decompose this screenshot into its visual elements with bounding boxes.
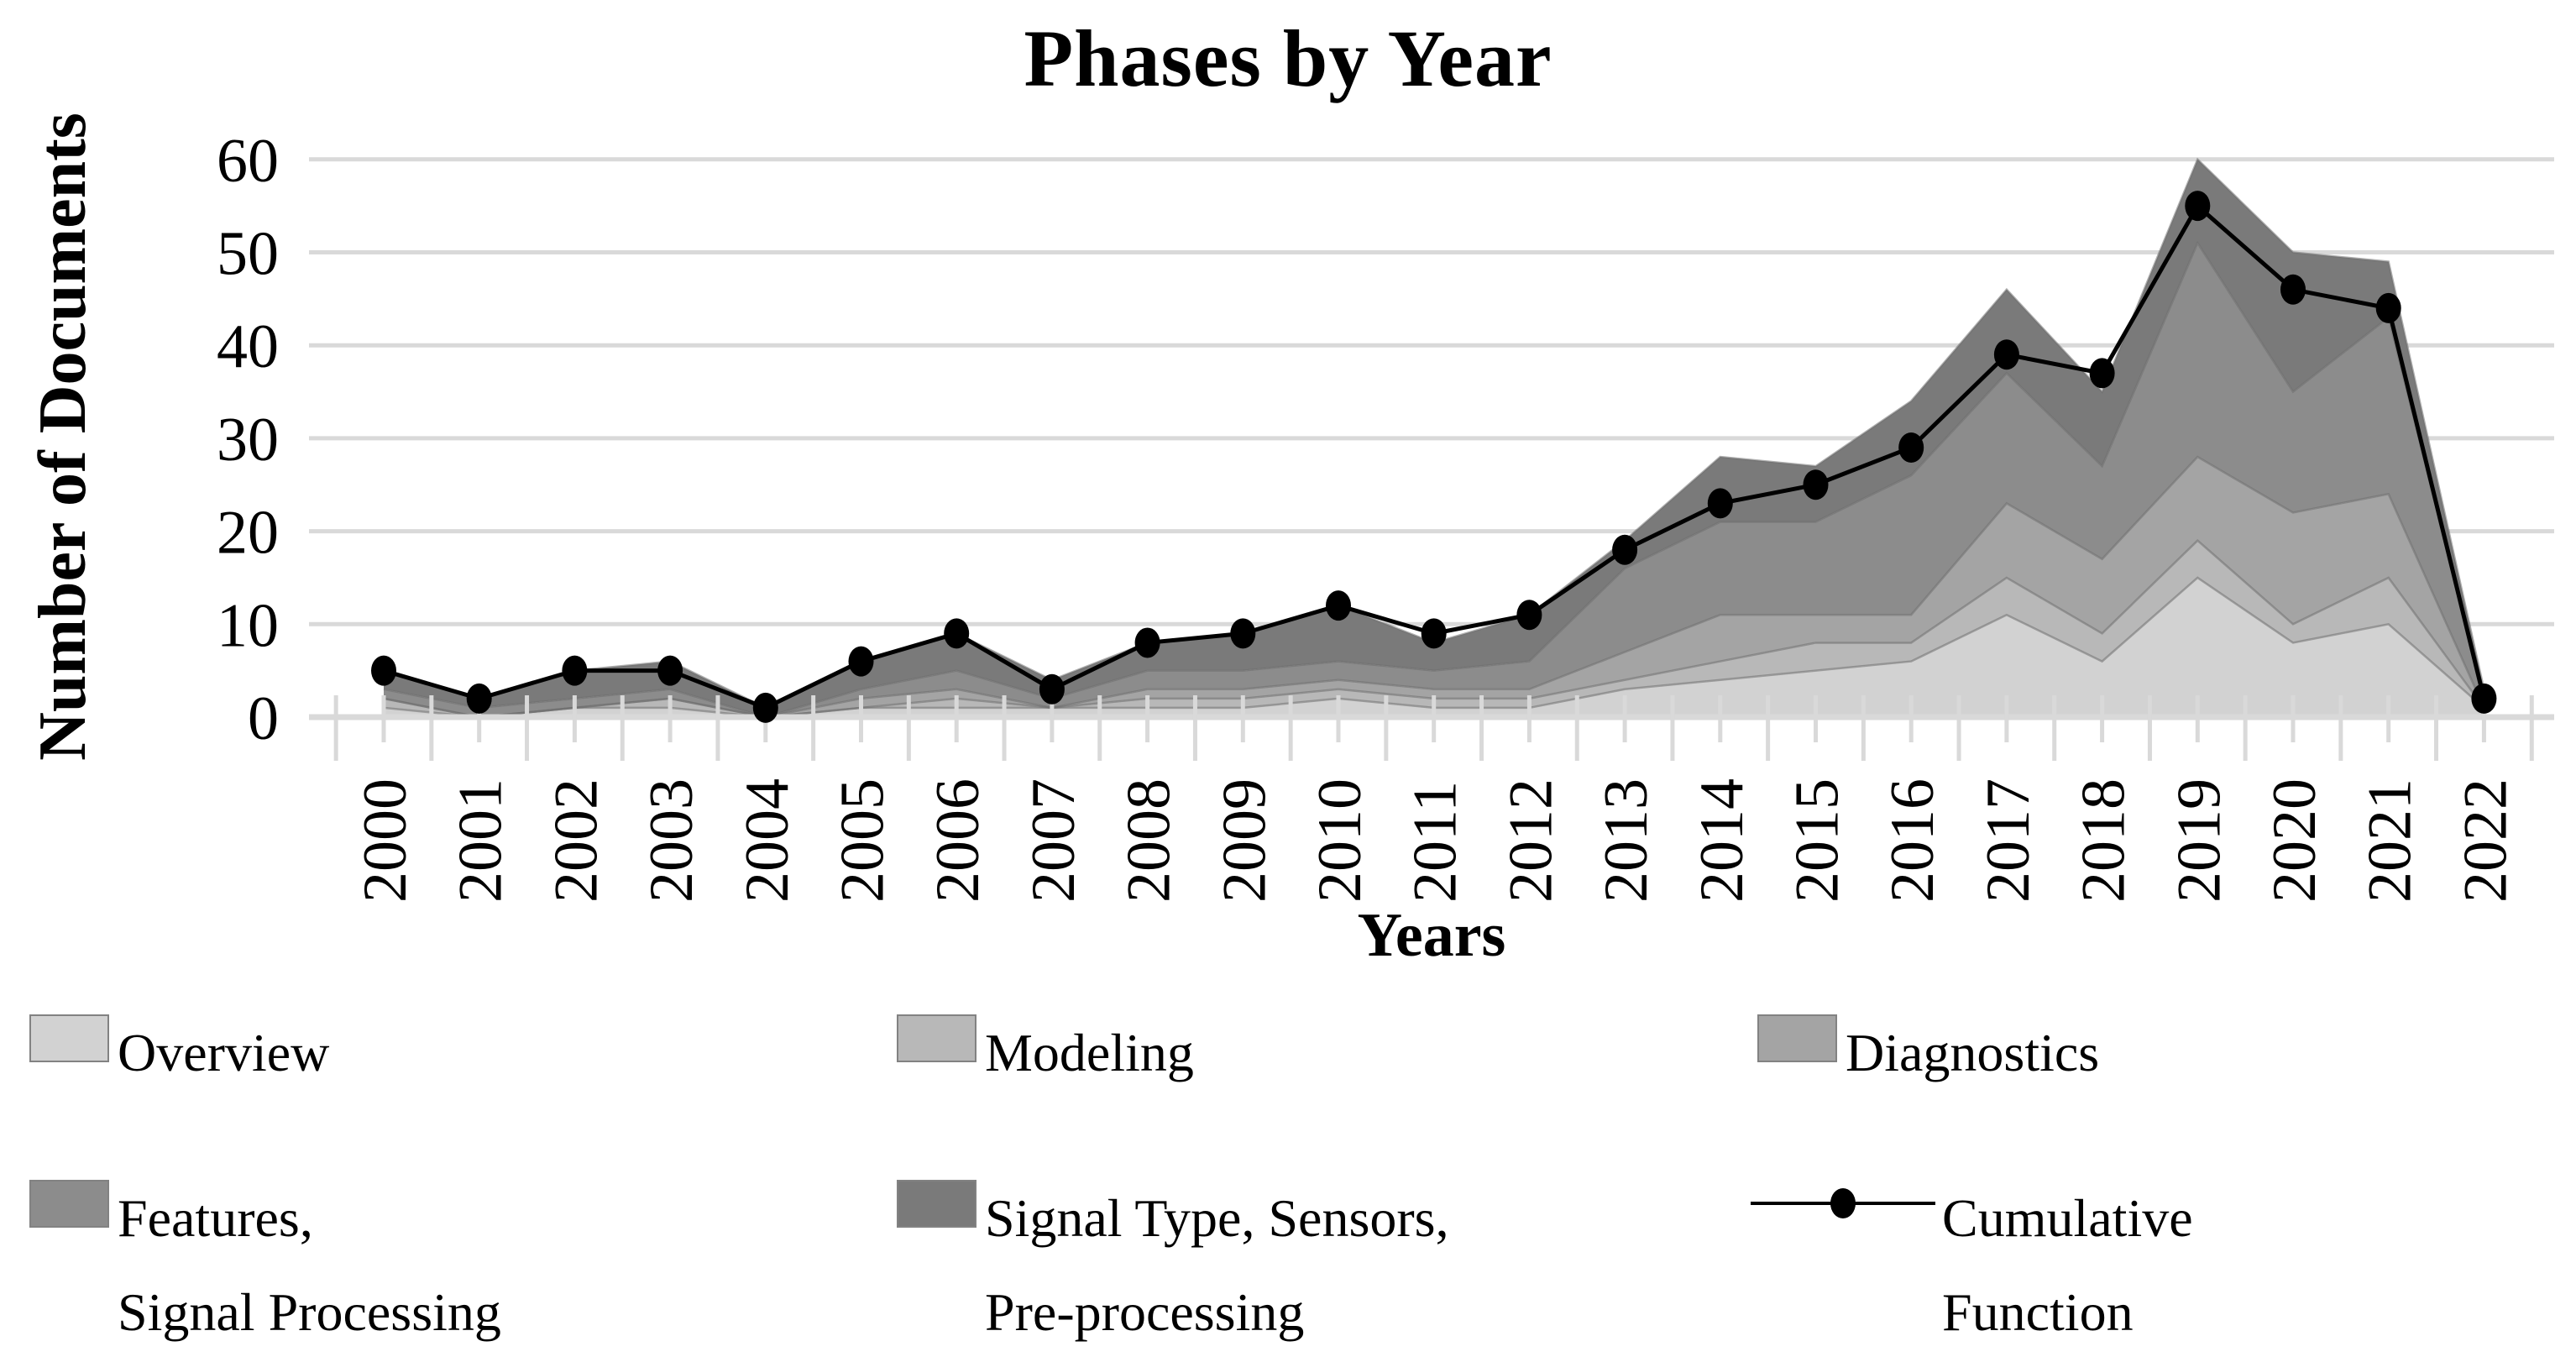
x-tick-label: 2011 xyxy=(1401,781,1470,903)
legend-label-line: Diagnostics xyxy=(1846,1023,2100,1082)
x-axis-title: Years xyxy=(1357,901,1506,970)
data-point-marker xyxy=(1898,432,1924,463)
x-tick-label: 2010 xyxy=(1306,778,1374,903)
data-point-marker xyxy=(1516,600,1542,631)
legend-label-line: Function xyxy=(1942,1282,2134,1342)
legend-label-features: Features, Signal Processing xyxy=(118,1171,501,1357)
x-tick-label: 2000 xyxy=(351,778,420,903)
x-tick-label: 2014 xyxy=(1688,778,1757,903)
data-point-marker xyxy=(1134,627,1160,658)
legend-label-signal-type: Signal Type, Sensors, Pre-processing xyxy=(985,1171,1449,1357)
legend-swatch-signal-type xyxy=(897,1180,976,1228)
y-tick-label: 50 xyxy=(217,220,279,289)
x-tick-label: 2013 xyxy=(1592,778,1661,903)
legend-item-features: Features, Signal Processing xyxy=(29,1171,501,1357)
x-tick-label: 2003 xyxy=(637,778,706,903)
legend-label-overview: Overview xyxy=(118,1006,329,1100)
data-point-marker xyxy=(1326,590,1351,621)
y-tick-labels: 0 10 20 30 40 50 60 xyxy=(217,127,279,753)
x-tick-label: 2018 xyxy=(2070,778,2139,903)
data-point-marker xyxy=(2471,683,2497,714)
legend-label-diagnostics: Diagnostics xyxy=(1846,1006,2099,1100)
data-point-marker xyxy=(1707,488,1733,519)
x-tick-label: 2008 xyxy=(1115,778,1184,903)
stacked-areas xyxy=(383,157,2485,719)
data-point-marker xyxy=(466,683,492,714)
gridlines xyxy=(309,157,2554,626)
x-tick-label: 2002 xyxy=(542,778,610,903)
legend-label-line: Signal Type, Sensors, xyxy=(985,1188,1449,1248)
legend-item-signal-type: Signal Type, Sensors, Pre-processing xyxy=(897,1171,1449,1357)
legend-item-cumulative: Cumulative Function xyxy=(1751,1171,2193,1357)
legend-line-marker-icon xyxy=(1751,1188,1935,1218)
x-tick-label: 2007 xyxy=(1019,778,1088,903)
x-tick-label: 2015 xyxy=(1783,778,1852,903)
x-tick-label: 2009 xyxy=(1210,778,1279,903)
x-tick-label: 2001 xyxy=(447,778,516,903)
legend-label-line: Modeling xyxy=(985,1023,1194,1082)
legend-label-line: Cumulative xyxy=(1942,1188,2193,1248)
area-band-2 xyxy=(384,540,2484,717)
data-point-marker xyxy=(562,655,588,686)
data-point-marker xyxy=(2280,274,2306,305)
data-point-marker xyxy=(848,646,874,677)
x-tick-label: 2017 xyxy=(1974,778,2043,903)
x-tick-label: 2016 xyxy=(1878,778,1947,903)
data-point-marker xyxy=(371,655,396,686)
data-point-marker xyxy=(1421,618,1447,649)
x-tick-labels: 2000 2001 2002 2003 2004 2005 2006 2007 2008 2009… xyxy=(351,778,2520,903)
legend-swatch-diagnostics xyxy=(1757,1014,1837,1062)
area-band-edge-3 xyxy=(383,455,2485,719)
data-point-marker xyxy=(1039,673,1065,705)
legend-label-line: Overview xyxy=(118,1023,330,1082)
data-point-marker xyxy=(657,655,683,686)
area-band-4 xyxy=(384,243,2484,717)
legend-label-modeling: Modeling xyxy=(985,1006,1194,1100)
cumulative-markers xyxy=(371,191,2497,723)
data-point-marker xyxy=(1230,618,1256,649)
x-tick-label: 2005 xyxy=(829,778,898,903)
legend-item-diagnostics: Diagnostics xyxy=(1757,1006,2099,1100)
y-tick-label: 40 xyxy=(217,312,279,381)
legend-label-line: Features, xyxy=(118,1188,313,1248)
x-tick-label: 2020 xyxy=(2260,778,2329,903)
legend-swatch-overview xyxy=(29,1014,109,1062)
legend-swatch-modeling xyxy=(897,1014,976,1062)
legend-label-line: Pre-processing xyxy=(985,1282,1305,1342)
data-point-marker xyxy=(1993,339,2019,370)
legend-label-line: Signal Processing xyxy=(118,1282,501,1342)
y-tick-label: 0 xyxy=(248,684,279,753)
data-point-marker xyxy=(944,618,970,649)
chart-title: Phases by Year xyxy=(1024,13,1552,103)
data-point-marker xyxy=(2185,191,2211,222)
data-point-marker xyxy=(2089,358,2115,389)
x-tick-label: 2021 xyxy=(2356,778,2425,903)
x-tick-label: 2022 xyxy=(2451,778,2520,903)
x-tick-label: 2012 xyxy=(1496,778,1565,903)
y-tick-label: 30 xyxy=(217,406,279,474)
y-tick-label: 20 xyxy=(217,499,279,568)
data-point-marker xyxy=(2375,292,2401,323)
legend-label-cumulative: Cumulative Function xyxy=(1942,1171,2193,1357)
data-point-marker xyxy=(752,692,778,723)
x-tick-label: 2019 xyxy=(2165,778,2233,903)
x-tick-label: 2004 xyxy=(733,778,802,903)
x-tick-label: 2006 xyxy=(924,778,992,903)
y-tick-label: 10 xyxy=(217,591,279,660)
legend-item-modeling: Modeling xyxy=(897,1006,1194,1100)
y-tick-label: 60 xyxy=(217,127,279,196)
y-axis-title: Number of Documents xyxy=(26,113,100,761)
legend-swatch-features xyxy=(29,1180,109,1228)
x-axis xyxy=(309,695,2554,761)
area-band-edge-4 xyxy=(383,240,2485,719)
data-point-marker xyxy=(1612,534,1638,565)
area-band-3 xyxy=(384,457,2484,717)
area-band-1 xyxy=(384,577,2484,717)
legend-item-overview: Overview xyxy=(29,1006,329,1100)
data-point-marker xyxy=(1803,469,1829,500)
